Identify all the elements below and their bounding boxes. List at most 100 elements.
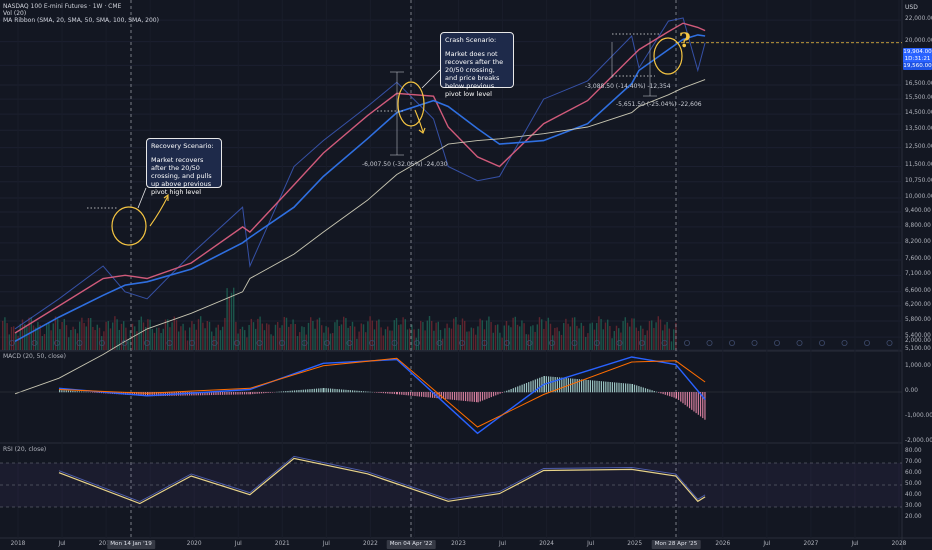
recovery-highlight-circle xyxy=(111,206,147,246)
volume-bar xyxy=(494,325,497,350)
volume-bar xyxy=(334,322,336,350)
macd-histogram-bar xyxy=(149,392,151,397)
volume-bar xyxy=(316,319,318,350)
event-marker xyxy=(99,339,106,346)
macd-histogram-bar xyxy=(521,384,523,393)
ma-ribbon-label[interactable]: MA Ribbon (SMA, 20, SMA, 50, SMA, 100, S… xyxy=(3,17,159,24)
macd-histogram-bar xyxy=(329,388,332,393)
event-marker xyxy=(323,339,330,346)
macd-histogram-bar xyxy=(578,379,580,393)
macd-histogram-bar xyxy=(653,390,655,393)
volume-bar xyxy=(74,329,76,350)
event-marker xyxy=(121,339,128,346)
volume-bar xyxy=(635,327,637,350)
volume-bar xyxy=(301,326,303,350)
macd-histogram-bar xyxy=(235,392,237,395)
macd-histogram-bar xyxy=(76,391,78,393)
macd-histogram-bar xyxy=(490,392,492,398)
macd-histogram-bar xyxy=(129,392,131,396)
macd-histogram-bar xyxy=(241,392,243,395)
volume-bar xyxy=(4,317,6,350)
event-marker xyxy=(76,339,83,346)
time-tick-label: 2025 xyxy=(627,541,643,547)
macd-histogram-bar xyxy=(510,389,512,393)
price-tick-label: 16,500.00 xyxy=(905,81,932,87)
volume-bar xyxy=(398,324,400,350)
macd-histogram-bar xyxy=(98,392,100,393)
event-marker xyxy=(436,339,443,346)
volume-bar xyxy=(252,322,255,350)
volume-bar xyxy=(107,321,109,350)
event-marker xyxy=(481,339,488,346)
volume-bar xyxy=(70,329,72,350)
macd-histogram-bar xyxy=(395,392,398,395)
volume-bar xyxy=(657,316,659,350)
macd-histogram-bar xyxy=(477,392,479,403)
volume-bar xyxy=(149,319,151,350)
macd-histogram-bar xyxy=(550,376,552,393)
macd-histogram-bar xyxy=(611,382,613,393)
volume-bar xyxy=(461,318,464,350)
macd-histogram-bar xyxy=(249,392,252,395)
macd-histogram-bar xyxy=(469,392,471,402)
volume-bar xyxy=(178,331,180,350)
volume-bar xyxy=(442,338,444,350)
macd-histogram-bar xyxy=(644,388,647,393)
volume-bar xyxy=(618,328,620,350)
macd-histogram-bar xyxy=(67,390,70,393)
volume-bar xyxy=(534,331,536,350)
volume-bar xyxy=(277,322,279,350)
volume-bar xyxy=(569,326,571,350)
macd-histogram-bar xyxy=(349,390,351,393)
event-marker xyxy=(639,339,646,346)
volume-bar xyxy=(202,322,204,350)
volume-bar xyxy=(32,325,35,350)
volume-bar xyxy=(303,327,305,350)
rsi-pane-title[interactable]: RSI (20, close) xyxy=(3,446,47,453)
volume-bar xyxy=(169,327,171,350)
macd-histogram-bar xyxy=(208,392,210,396)
volume-bar xyxy=(659,319,662,350)
macd-histogram-bar xyxy=(151,392,153,397)
volume-bar xyxy=(367,321,369,350)
macd-histogram-bar xyxy=(258,392,260,394)
volume-bar xyxy=(120,323,123,350)
symbol-title[interactable]: NASDAQ 100 E-mini Futures · 1W · CME xyxy=(3,3,122,10)
volume-bar xyxy=(378,319,380,350)
macd-histogram-bar xyxy=(501,392,503,393)
macd-histogram-bar xyxy=(508,389,510,393)
volume-indicator-label[interactable]: Vol (20) xyxy=(3,10,27,17)
volume-bar xyxy=(362,324,365,350)
volume-bar xyxy=(380,327,382,350)
macd-histogram-bar xyxy=(418,392,420,397)
macd-histogram-bar xyxy=(688,392,691,409)
macd-histogram-bar xyxy=(325,388,327,393)
macd-histogram-bar xyxy=(239,392,241,395)
volume-bar xyxy=(30,317,32,350)
volume-bar xyxy=(607,319,609,350)
macd-histogram-bar xyxy=(219,392,221,395)
volume-bar xyxy=(213,335,215,350)
macd-histogram-bar xyxy=(210,392,213,396)
volume-bar xyxy=(439,329,442,350)
volume-bar xyxy=(134,326,136,350)
macd-histogram-bar xyxy=(358,390,360,393)
volume-bar xyxy=(321,325,323,350)
volume-bar xyxy=(217,324,219,350)
volume-bar xyxy=(123,321,125,350)
price-tick-label: 11,500.00 xyxy=(905,162,932,169)
macd-histogram-bar xyxy=(625,383,627,393)
event-marker xyxy=(391,339,398,346)
macd-histogram-bar xyxy=(693,392,695,412)
macd-histogram-bar xyxy=(600,381,602,393)
volume-bar xyxy=(382,335,384,350)
volume-bar xyxy=(270,334,272,350)
price-tick-label: 8,800.00 xyxy=(905,222,931,229)
volume-bar xyxy=(475,334,477,350)
volume-bar xyxy=(292,319,294,350)
volume-bar xyxy=(241,326,244,350)
macd-histogram-bar xyxy=(340,389,343,393)
volume-bar xyxy=(536,324,538,350)
macd-pane-title[interactable]: MACD (20, 50, close) xyxy=(3,353,66,360)
